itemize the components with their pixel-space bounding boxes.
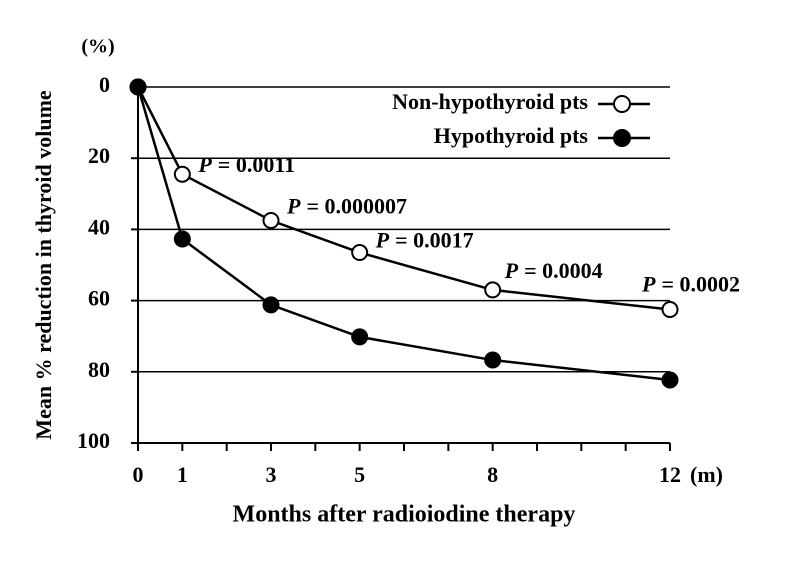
p-value-annotation: P = 0.0017 — [375, 228, 474, 253]
series-line — [136, 86, 671, 382]
data-point — [129, 78, 147, 96]
data-point — [484, 281, 502, 299]
data-point — [173, 230, 191, 248]
y-unit: (%) — [81, 36, 114, 58]
p-value: = 0.0011 — [218, 152, 295, 177]
y-tick-label: 80 — [88, 357, 110, 382]
x-tick-label: 8 — [487, 462, 498, 487]
data-point — [262, 212, 280, 229]
data-point — [484, 351, 502, 369]
data-point — [262, 296, 280, 314]
x-axis-label: Months after radioiodine therapy — [233, 502, 576, 528]
y-tick-label: 40 — [88, 214, 110, 239]
y-tick-label: 60 — [88, 286, 110, 311]
p-symbol: P — [504, 258, 519, 283]
x-tick-label: 0 — [133, 462, 144, 487]
p-value: = 0.0017 — [395, 228, 474, 253]
data-point — [661, 371, 679, 389]
y-tick-label: 0 — [99, 72, 110, 97]
p-value: = 0.000007 — [306, 194, 407, 219]
legend-label: Non-hypothyroid pts — [392, 89, 588, 114]
p-symbol: P — [375, 228, 390, 253]
data-point — [173, 165, 191, 183]
p-symbol: P — [641, 272, 656, 297]
x-tick-label: 5 — [354, 462, 365, 487]
x-tick-label: 3 — [266, 462, 277, 487]
legend-marker — [613, 129, 631, 147]
legend-label: Hypothyroid pts — [434, 123, 589, 148]
y-axis-label: Mean % reduction in thyroid volume — [31, 90, 56, 440]
data-point — [351, 328, 369, 346]
legend-marker — [613, 95, 631, 113]
p-value: = 0.0004 — [524, 258, 603, 283]
data-point — [351, 244, 369, 262]
x-tick-label: 1 — [177, 462, 188, 487]
y-tick-label: 20 — [88, 143, 110, 168]
x-unit: (m) — [690, 462, 723, 487]
series-line — [136, 86, 671, 311]
p-value-annotation: P = 0.0004 — [504, 258, 603, 283]
data-point — [661, 301, 679, 318]
p-value-annotation: P = 0.0011 — [197, 152, 295, 177]
p-symbol: P — [197, 152, 212, 177]
x-tick-label: 12 — [659, 462, 681, 487]
p-value-annotation: P = 0.0002 — [641, 272, 740, 297]
p-value: = 0.0002 — [661, 272, 740, 297]
p-value-annotation: P = 0.000007 — [286, 194, 407, 219]
y-tick-label: 100 — [77, 428, 110, 453]
p-symbol: P — [286, 194, 301, 219]
